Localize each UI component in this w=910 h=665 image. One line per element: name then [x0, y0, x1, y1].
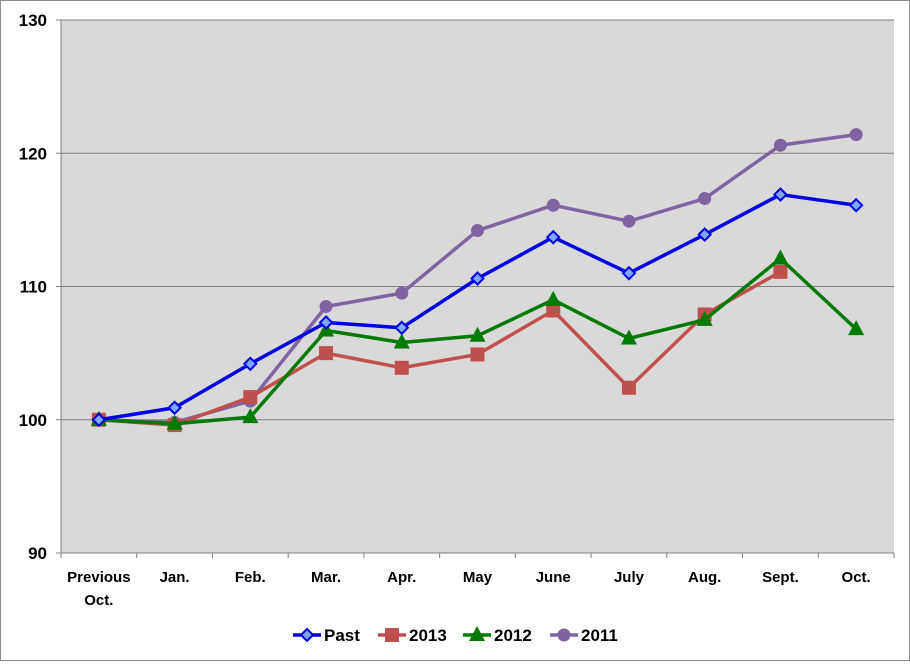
x-tick-label: Aug.	[688, 569, 721, 586]
data-point	[471, 224, 484, 238]
y-tick-label: 100	[19, 411, 47, 430]
series-past	[91, 187, 864, 428]
series-line	[98, 270, 782, 427]
x-tick-label: Apr.	[387, 569, 416, 586]
axes	[56, 19, 895, 558]
data-point	[167, 400, 183, 416]
y-tick-label: 110	[20, 278, 47, 297]
data-point	[319, 299, 333, 313]
data-point	[469, 626, 485, 641]
data-point	[395, 286, 409, 300]
data-point	[242, 356, 258, 372]
x-tick-label: Sept.	[762, 569, 799, 586]
x-tick-label: Jan.	[160, 569, 190, 586]
data-point	[773, 264, 788, 279]
data-point	[394, 320, 410, 336]
data-point	[621, 265, 637, 281]
legend-item-past: Past	[293, 626, 360, 645]
data-point	[772, 187, 788, 202]
data-point	[91, 412, 107, 428]
y-tick-label: 120	[19, 144, 47, 163]
legend: Past 2013 2012 2011	[293, 626, 618, 645]
legend-label: 2012	[494, 626, 532, 645]
data-point	[385, 628, 399, 642]
y-tick-label: 130	[19, 11, 47, 30]
legend-item-2013: 2013	[378, 626, 447, 645]
x-tick-label: June	[536, 569, 571, 586]
data-point	[546, 303, 561, 318]
data-point	[545, 229, 561, 245]
data-point	[470, 347, 485, 362]
data-point	[849, 128, 863, 142]
data-point	[393, 333, 410, 349]
data-point	[242, 408, 259, 424]
data-point	[557, 628, 571, 642]
x-axis-tick-labels: Previous Oct. Jan. Feb. Mar. Apr. May June July A…	[67, 569, 871, 609]
data-point	[394, 360, 409, 375]
data-point	[546, 198, 560, 212]
y-axis-tick-labels: 90 100 110 120 130	[19, 11, 47, 563]
data-point	[772, 249, 789, 265]
data-point	[773, 138, 787, 152]
data-point	[166, 414, 183, 430]
data-point	[469, 326, 486, 342]
legend-item-2011: 2011	[550, 626, 618, 645]
data-point	[848, 197, 864, 213]
data-point	[621, 380, 636, 395]
data-point	[545, 290, 562, 306]
data-point	[319, 346, 334, 361]
series-group	[90, 128, 865, 433]
data-point	[470, 271, 485, 286]
data-point	[622, 214, 636, 228]
data-point	[848, 320, 865, 336]
data-point	[696, 310, 713, 326]
x-tick-label: Oct.	[842, 569, 871, 586]
legend-item-2012: 2012	[463, 626, 532, 645]
data-point	[697, 227, 713, 242]
legend-label: Past	[324, 626, 360, 645]
legend-label: 2013	[409, 626, 447, 645]
legend-label: 2011	[581, 626, 618, 645]
x-tick-label: Feb.	[235, 569, 266, 586]
data-point	[243, 390, 258, 405]
data-point	[318, 315, 334, 330]
data-point	[299, 627, 315, 643]
x-tick-label: Previous Oct.	[67, 569, 130, 609]
x-tick-label: Mar.	[311, 569, 341, 586]
x-tick-label: July	[614, 569, 645, 586]
y-tick-label: 90	[28, 544, 47, 563]
data-point	[698, 192, 712, 206]
data-point	[620, 329, 637, 345]
x-tick-label: May	[463, 569, 493, 586]
